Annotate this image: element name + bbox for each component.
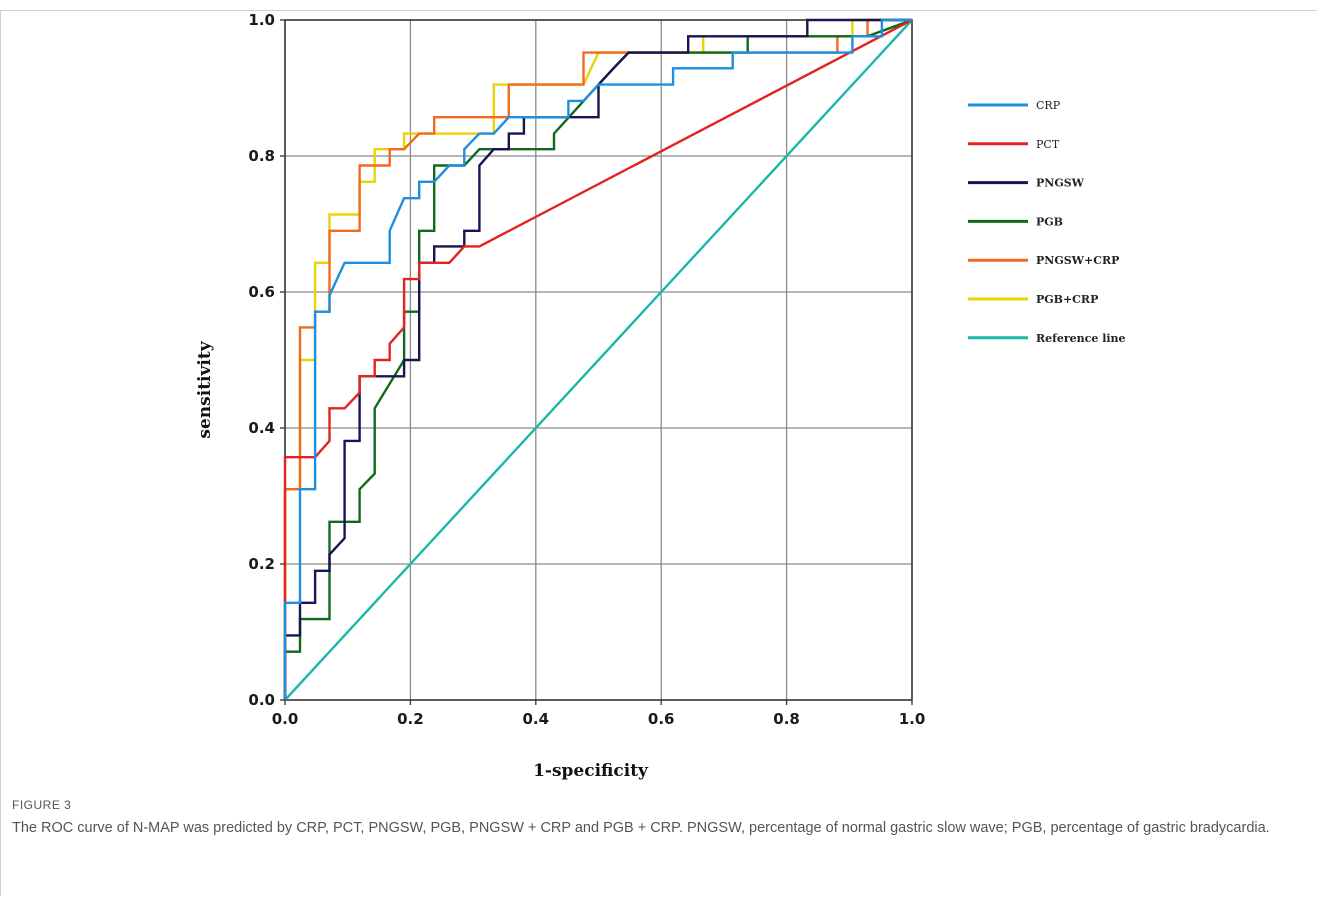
legend-label: CRP <box>1036 99 1061 112</box>
y-tick-label: 1.0 <box>248 14 275 29</box>
figure-label: FIGURE 3 <box>12 798 72 812</box>
x-tick-label: 0.0 <box>272 710 299 728</box>
x-tick-label: 0.4 <box>523 710 550 728</box>
legend-label: PGB+CRP <box>1036 293 1098 306</box>
figure-frame <box>0 10 1317 896</box>
series-line-pct <box>283 18 913 700</box>
roc-chart-svg: 0.0 0.2 0.4 0.6 0.8 1.0 0.0 0.2 0.4 0.6 0.8 1.0 CRP… <box>168 14 1142 782</box>
x-tick-label: 0.8 <box>773 710 800 728</box>
roc-chart: 0.0 0.2 0.4 0.6 0.8 1.0 0.0 0.2 0.4 0.6 0.8 1.0 CRP… <box>168 14 1142 782</box>
legend: CRP PCT PNGSW PGB PNGSW+CRP PGB+CRP Reference … <box>968 99 1126 345</box>
y-tick-label: 0.2 <box>248 555 275 573</box>
x-tick-label: 1.0 <box>899 710 926 728</box>
y-tick-label: 0.0 <box>248 691 275 709</box>
figure-caption-text: The ROC curve of N-MAP was predicted by … <box>12 820 1270 836</box>
grid-lines <box>284 19 913 701</box>
axes: 0.0 0.2 0.4 0.6 0.8 1.0 0.0 0.2 0.4 0.6 0.8 1.0 <box>248 14 925 728</box>
legend-label: PNGSW <box>1036 177 1085 190</box>
plot-border <box>284 19 913 701</box>
legend-label: PNGSW+CRP <box>1036 254 1119 267</box>
chart-background <box>168 14 1142 782</box>
series-line-pgb-crp <box>283 18 912 700</box>
figure-caption: FIGURE 3 The ROC curve of N-MAP was pred… <box>12 798 1302 839</box>
series-line-reference-line <box>284 19 913 701</box>
x-axis-title: 1-specificity <box>533 761 649 781</box>
y-tick-label: 0.8 <box>248 147 275 165</box>
legend-label: Reference line <box>1036 332 1126 345</box>
series-line-pngsw <box>283 18 912 700</box>
series-line-crp <box>283 18 912 700</box>
x-tick-label: 0.6 <box>648 710 675 728</box>
y-tick-label: 0.4 <box>248 419 275 437</box>
x-tick-label: 0.2 <box>397 710 424 728</box>
roc-series <box>283 18 913 701</box>
y-tick-label: 0.6 <box>248 283 275 301</box>
y-axis-title: sensitivity <box>195 340 215 438</box>
legend-label: PCT <box>1036 138 1060 151</box>
legend-label: PGB <box>1036 215 1063 228</box>
